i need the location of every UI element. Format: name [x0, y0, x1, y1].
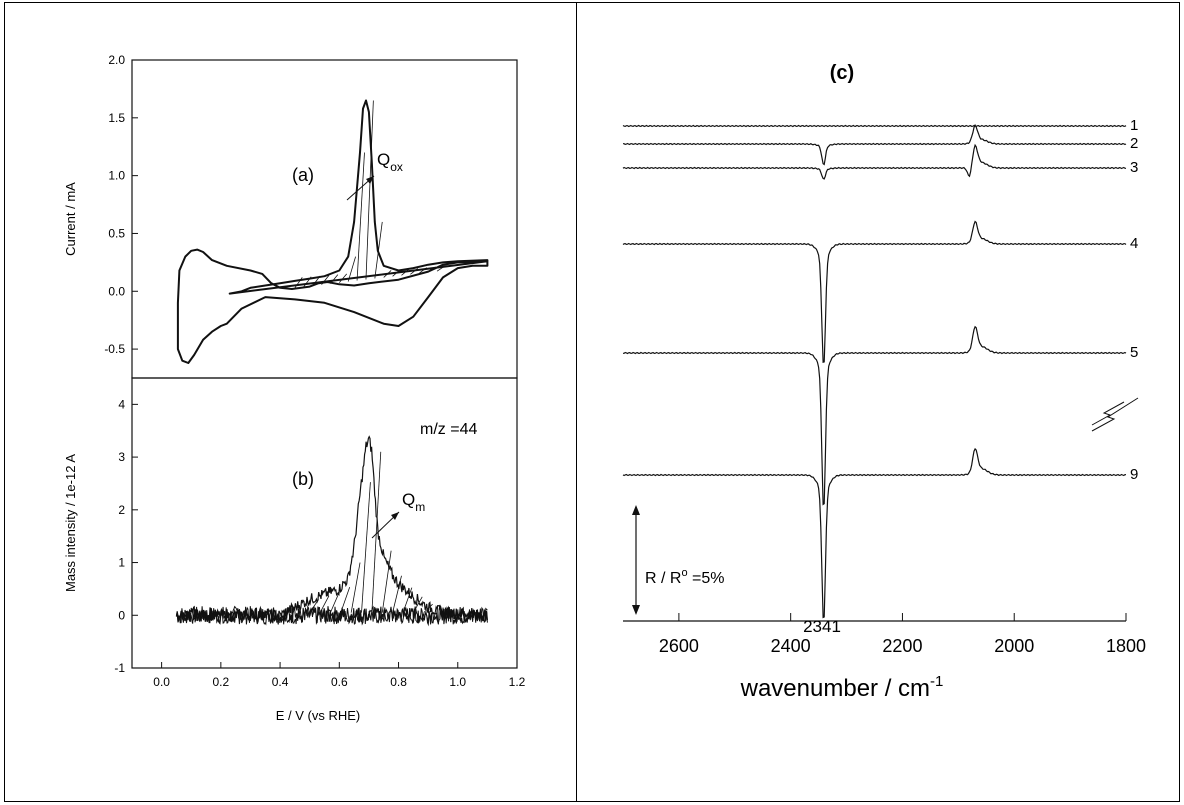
panel-c-band-label: 2341 — [803, 617, 841, 636]
panel-c-spectrum — [622, 143, 1127, 180]
panel-b-mass-signal: -1 0 1 2 3 4 0.0 0.2 0.4 0.6 0.8 1.0 1.2 Mass inten… — [63, 377, 526, 723]
panel-b-axes-box — [131, 377, 518, 669]
panel-c-spectrum-label: 3 — [1130, 159, 1138, 176]
panel-a-hatch-line — [347, 256, 356, 282]
panel-b-y-axis-label: Mass intensity / 1e-12 A — [63, 454, 78, 592]
panel-b-mass-peak — [175, 435, 488, 623]
panel-a-y-ticks: -0.5 0.0 0.5 1.0 1.5 2.0 — [104, 53, 138, 356]
panel-b-noise-trace-2 — [175, 605, 488, 626]
panel-a-charge-sub: ox — [390, 160, 403, 174]
panel-b-x-axis-label: E / V (vs RHE) — [276, 708, 361, 723]
panel-c-spectrum — [622, 220, 1127, 363]
panel-b-x-tick-label: 1.0 — [449, 675, 466, 689]
panel-b-x-tick-label: 1.2 — [509, 675, 526, 689]
panel-a-y-tick-label: 0.5 — [108, 226, 125, 240]
panel-a-charge-label: Qox — [377, 150, 403, 174]
panel-c-scale-label-sup: o — [681, 567, 687, 579]
panel-b-charge-arrowhead — [391, 512, 399, 520]
panel-c-spectrum-label: 2 — [1130, 135, 1138, 152]
panel-b-hatch-line — [381, 550, 392, 613]
panel-b-y-tick-label: -1 — [114, 661, 125, 675]
panel-a-panel-label: (a) — [292, 165, 314, 185]
panel-b-hatch-line — [361, 482, 371, 613]
panel-a-y-tick-label: 0.0 — [108, 284, 125, 298]
panel-c-ir-spectra: (c) 2600 2400 2200 2000 1800 12 3 4 5 9 wavenumb… — [622, 62, 1146, 702]
panel-a-charge-base: Q — [377, 150, 390, 169]
panel-a-charge-arrowhead — [366, 176, 374, 184]
panel-c-spectrum-label: 5 — [1130, 344, 1138, 361]
panel-a-y-tick-label: 1.0 — [108, 169, 125, 183]
panel-c-spectrum-labels: 12 3 4 5 9 — [1130, 117, 1138, 483]
panel-c-scale-label: R / Ro =5% — [645, 567, 725, 587]
panel-b-mz-label: m/z =44 — [420, 421, 477, 438]
panel-b-y-ticks: -1 0 1 2 3 4 — [114, 397, 138, 675]
panel-b-x-tick-label: 0.2 — [213, 675, 230, 689]
panel-c-panel-label: (c) — [830, 62, 854, 84]
panel-a-y-axis-label: Current / mA — [63, 182, 78, 256]
panel-c-spectrum — [623, 123, 1127, 166]
panel-c-x-axis-label-sup: -1 — [930, 673, 943, 690]
panel-b-charge-label: Qm — [402, 490, 425, 514]
panel-c-spectrum-label: 1 — [1130, 117, 1138, 134]
panel-b-x-ticks: 0.0 0.2 0.4 0.6 0.8 1.0 1.2 — [153, 662, 526, 689]
panel-c-scale-label-tail: =5% — [688, 570, 725, 587]
panel-c-x-tick-label: 2000 — [994, 636, 1034, 656]
panel-b-y-tick-label: 0 — [118, 608, 125, 622]
panel-a-y-tick-label: 1.5 — [108, 111, 125, 125]
panel-b-x-tick-label: 0.0 — [153, 675, 170, 689]
panel-b-x-tick-label: 0.4 — [272, 675, 289, 689]
panel-c-x-axis-label: wavenumber / cm-1 — [740, 673, 944, 702]
panel-c-x-tick-label: 1800 — [1106, 636, 1146, 656]
panel-a-hatch-line — [356, 152, 365, 281]
panel-b-x-tick-label: 0.6 — [331, 675, 348, 689]
panel-c-spectrum — [622, 447, 1127, 619]
panel-c-x-tick-label: 2200 — [882, 636, 922, 656]
panel-b-x-tick-label: 0.8 — [390, 675, 407, 689]
right-panel-frame — [576, 2, 1180, 802]
panel-b-panel-label: (b) — [292, 469, 314, 489]
panel-c-x-axis-label-base: wavenumber / cm — [740, 675, 930, 702]
panel-b-hatch-line — [350, 562, 361, 613]
panel-c-axis-break-mark — [1091, 397, 1139, 432]
panel-a-axes-box — [131, 59, 518, 379]
panel-c-spectrum-label: 9 — [1130, 466, 1138, 483]
panel-b-charge-sub: m — [415, 500, 425, 514]
panel-c-spectrum — [623, 325, 1127, 506]
panel-b-y-tick-label: 1 — [118, 556, 125, 570]
panel-a-y-tick-label: 2.0 — [108, 53, 125, 67]
panel-c-scale-bar-top-arrow — [632, 505, 640, 515]
panel-b-y-tick-label: 2 — [118, 503, 125, 517]
panel-c-spectrum-label: 4 — [1130, 235, 1138, 252]
panel-c-scale-label-base: R / R — [645, 570, 681, 587]
panel-b-y-tick-label: 3 — [118, 450, 125, 464]
panel-b-charge-base: Q — [402, 490, 415, 509]
panel-a-y-tick-label: -0.5 — [104, 342, 125, 356]
panel-a-cyclic-voltammogram: -0.5 0.0 0.5 1.0 1.5 2.0 Current / mA (a) Qox — [63, 53, 518, 379]
panel-a-hatch-line — [339, 273, 348, 283]
panel-c-x-tick-label: 2400 — [771, 636, 811, 656]
panel-a-cv-curve — [176, 99, 489, 364]
panel-c-spectra-group — [622, 123, 1127, 619]
panel-c-x-ticks: 2600 2400 2200 2000 1800 — [659, 613, 1146, 656]
panel-a-hatch-line — [365, 100, 374, 280]
panel-c-scale-bar-bottom-arrow — [632, 605, 640, 615]
panel-c-spectrum — [622, 124, 1127, 128]
panel-b-y-tick-label: 4 — [118, 397, 125, 411]
panel-c-x-tick-label: 2600 — [659, 636, 699, 656]
panel-b-hatch-line — [330, 591, 340, 613]
panel-b-hatch-line — [371, 451, 382, 613]
left-panel-frame — [4, 2, 577, 802]
